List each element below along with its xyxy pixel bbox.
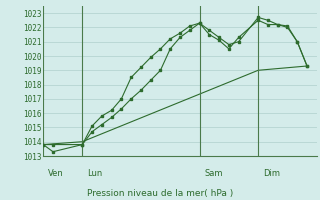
Text: Dim: Dim [263,168,280,178]
Text: Ven: Ven [48,168,64,178]
Text: Lun: Lun [87,168,102,178]
Text: Pression niveau de la mer( hPa ): Pression niveau de la mer( hPa ) [87,189,233,198]
Text: Sam: Sam [204,168,223,178]
